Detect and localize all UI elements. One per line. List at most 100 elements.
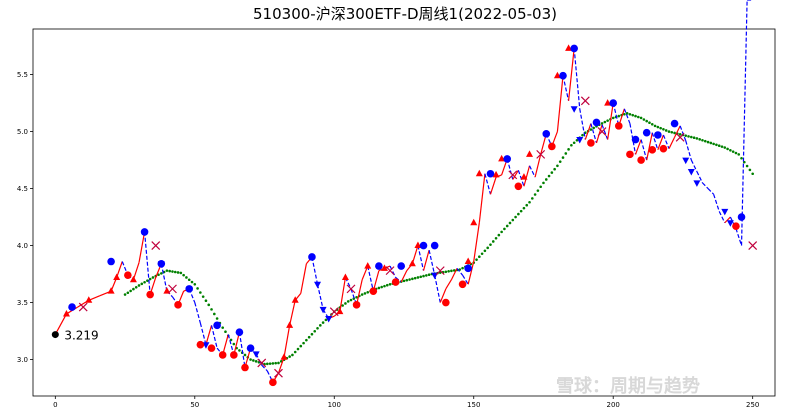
y-tick-label: 3.0 bbox=[17, 356, 28, 364]
price-segment-down bbox=[679, 125, 687, 141]
ma-point bbox=[296, 347, 300, 351]
red-point-marker bbox=[369, 287, 378, 295]
price-segment-down bbox=[316, 284, 324, 310]
price-segment-up bbox=[567, 48, 575, 101]
ma-point bbox=[748, 168, 752, 172]
ma-point bbox=[452, 269, 456, 272]
ma-point bbox=[210, 308, 213, 311]
ma-point bbox=[494, 236, 498, 240]
ma-point bbox=[427, 273, 431, 277]
ma-point bbox=[486, 246, 489, 250]
ma-point bbox=[740, 156, 743, 160]
ma-point bbox=[695, 137, 699, 140]
ma-point bbox=[221, 326, 224, 329]
price-segment-up bbox=[473, 222, 480, 262]
ma-point bbox=[623, 112, 626, 116]
price-segment-up bbox=[584, 123, 592, 140]
price-segment-down bbox=[160, 263, 168, 292]
red-point-marker bbox=[626, 150, 634, 159]
price-segment-down bbox=[590, 123, 598, 144]
ma-point bbox=[723, 146, 727, 149]
price-segment-down bbox=[456, 267, 464, 276]
price-segment-up bbox=[411, 245, 419, 264]
ma-point bbox=[215, 317, 219, 320]
up-triangle-marker bbox=[464, 257, 472, 265]
ma-point bbox=[383, 284, 386, 288]
down-triangle-marker bbox=[721, 208, 729, 216]
price-segment-down bbox=[573, 48, 581, 109]
ma-point bbox=[179, 271, 183, 275]
ma-point bbox=[745, 164, 749, 168]
price-segment-up bbox=[478, 173, 486, 223]
price-segment-up bbox=[534, 154, 542, 178]
ma-point bbox=[204, 299, 208, 303]
price-segment-up bbox=[439, 288, 447, 303]
ma-point bbox=[224, 330, 227, 334]
down-triangle-marker bbox=[325, 315, 333, 323]
ma-point bbox=[478, 255, 481, 259]
ma-point bbox=[503, 227, 506, 231]
ma-point bbox=[514, 215, 517, 219]
down-triangle-marker bbox=[682, 157, 690, 165]
ma-point bbox=[684, 134, 688, 137]
ma-point bbox=[525, 203, 529, 207]
price-segment-down bbox=[651, 132, 659, 150]
cross-marker bbox=[385, 266, 395, 276]
price-segment-down bbox=[623, 108, 631, 124]
x-tick-label: 150 bbox=[467, 401, 480, 409]
ma-point bbox=[232, 342, 236, 346]
price-segment-up bbox=[54, 313, 68, 335]
ma-point bbox=[634, 114, 637, 118]
blue-point-marker bbox=[397, 262, 406, 270]
ma-point bbox=[475, 258, 478, 261]
ma-point bbox=[168, 269, 171, 273]
down-triangle-marker bbox=[687, 168, 695, 176]
price-segment-down bbox=[612, 102, 620, 127]
y-tick-label: 5.0 bbox=[17, 128, 28, 136]
cross-marker bbox=[748, 241, 758, 250]
ma-point bbox=[517, 212, 520, 216]
ma-point bbox=[567, 148, 570, 151]
blue-point-marker bbox=[213, 321, 221, 330]
ma-point bbox=[165, 269, 169, 272]
ma-point bbox=[603, 120, 607, 124]
price-segment-up bbox=[422, 249, 430, 271]
ma-point bbox=[550, 171, 554, 174]
ma-point bbox=[570, 143, 573, 147]
ma-point bbox=[670, 130, 674, 134]
price-segment-up bbox=[674, 125, 681, 138]
red-point-marker bbox=[732, 222, 740, 230]
ma-point bbox=[508, 221, 512, 225]
price-segment-down bbox=[640, 139, 648, 161]
up-triangle-marker bbox=[565, 44, 573, 51]
down-triangle-marker bbox=[576, 137, 584, 144]
ma-point bbox=[377, 286, 381, 290]
price-segment-down bbox=[601, 124, 609, 140]
ma-point bbox=[274, 361, 277, 365]
ma-point bbox=[656, 125, 660, 129]
ma-point bbox=[617, 114, 621, 118]
price-segment-up bbox=[132, 262, 140, 280]
ma-point bbox=[346, 300, 350, 303]
blue-point-marker bbox=[185, 285, 194, 293]
ma-point bbox=[511, 218, 515, 222]
ma-point bbox=[522, 206, 526, 210]
ma-point bbox=[564, 152, 568, 155]
ma-point bbox=[528, 200, 531, 204]
ma-point bbox=[726, 147, 729, 151]
red-point-marker bbox=[391, 278, 400, 286]
price-segment-down bbox=[729, 216, 737, 229]
ma-point bbox=[271, 362, 275, 365]
ma-point bbox=[553, 167, 556, 171]
up-triangle-marker bbox=[408, 259, 416, 267]
ma-point bbox=[664, 129, 668, 132]
up-triangle-marker bbox=[492, 170, 500, 178]
price-segment-down bbox=[428, 249, 436, 276]
price-segment-down bbox=[367, 265, 374, 292]
up-triangle-marker bbox=[341, 273, 349, 280]
ma-point bbox=[151, 276, 155, 279]
ma-point bbox=[734, 151, 738, 155]
down-triangle-marker bbox=[726, 220, 734, 227]
start-point-marker bbox=[51, 331, 59, 339]
x-tick-label: 50 bbox=[190, 401, 199, 409]
